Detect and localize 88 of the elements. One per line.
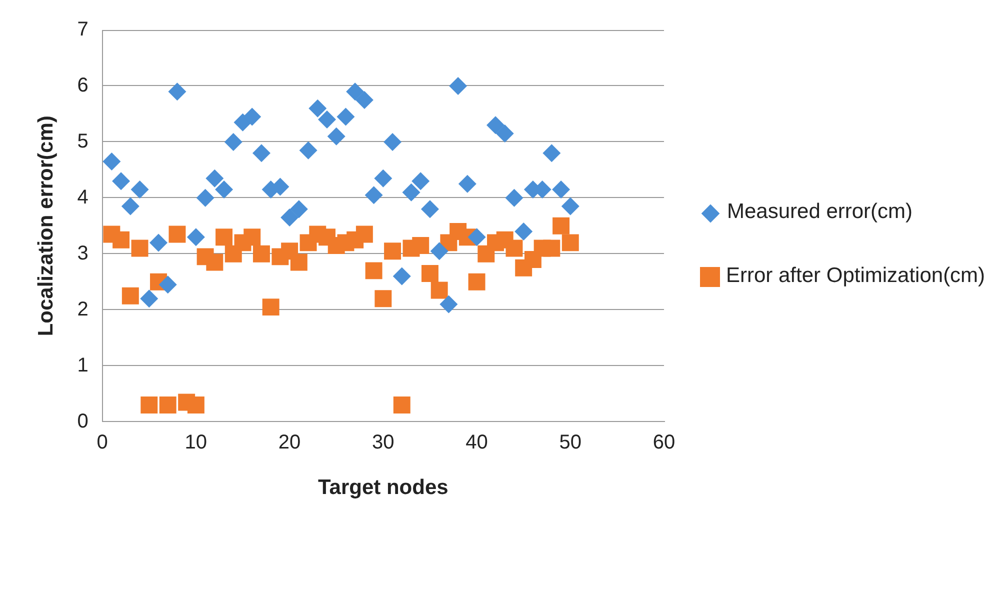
- legend-label: Measured error(cm): [727, 200, 913, 224]
- point: [318, 110, 336, 129]
- x-tick-label: 60: [652, 431, 676, 454]
- point: [384, 242, 402, 260]
- point: [252, 245, 270, 262]
- y-axis-title: Localization error(cm): [34, 116, 58, 336]
- point: [206, 254, 224, 271]
- point: [374, 169, 392, 188]
- point: [542, 144, 561, 162]
- point: [384, 132, 402, 151]
- x-tick-label: 40: [466, 431, 488, 454]
- point: [216, 228, 233, 246]
- point: [196, 188, 214, 207]
- point: [346, 82, 364, 101]
- point: [168, 82, 186, 101]
- point: [186, 228, 205, 246]
- point: [308, 99, 327, 118]
- point: [402, 183, 420, 202]
- point: [215, 180, 234, 199]
- point: [506, 240, 523, 257]
- point: [121, 197, 140, 216]
- point: [430, 282, 448, 299]
- point: [365, 262, 382, 280]
- point: [374, 290, 392, 308]
- point: [393, 396, 410, 414]
- point: [140, 396, 158, 414]
- point: [187, 396, 204, 414]
- point: [140, 290, 158, 308]
- point: [168, 226, 186, 243]
- x-tick-label: 50: [559, 431, 582, 454]
- y-tick-label: 7: [77, 18, 88, 41]
- point: [561, 197, 580, 216]
- x-tick-label: 0: [96, 431, 108, 454]
- point: [468, 273, 486, 290]
- point: [290, 254, 308, 271]
- legend-label: Error after Optimization(cm): [726, 264, 986, 288]
- y-tick-label: 5: [77, 130, 88, 152]
- x-axis-title: Target nodes: [318, 476, 448, 500]
- point: [356, 226, 373, 243]
- point: [131, 240, 148, 257]
- y-tick-label: 1: [77, 354, 88, 376]
- y-tick-label: 0: [77, 410, 88, 432]
- point: [158, 276, 177, 294]
- point: [290, 200, 308, 218]
- point: [327, 127, 346, 146]
- point: [355, 90, 374, 109]
- point: [496, 124, 514, 143]
- point: [505, 188, 524, 207]
- point: [514, 222, 533, 240]
- point: [412, 172, 430, 190]
- point: [262, 298, 280, 316]
- point: [243, 108, 262, 126]
- point: [252, 144, 270, 162]
- point: [449, 76, 468, 95]
- point: [421, 264, 438, 282]
- point: [430, 242, 448, 260]
- point: [112, 231, 130, 248]
- point: [364, 186, 383, 204]
- point: [149, 234, 168, 252]
- y-tick-label: 3: [77, 242, 88, 264]
- point: [299, 141, 318, 160]
- point: [206, 169, 224, 188]
- point: [468, 228, 486, 246]
- point: [336, 108, 355, 126]
- point: [420, 200, 439, 218]
- x-tick-label: 20: [278, 431, 301, 454]
- x-tick-label: 10: [184, 431, 208, 454]
- point: [122, 287, 139, 304]
- y-tick-label: 2: [77, 298, 88, 320]
- point: [224, 132, 242, 151]
- point: [412, 237, 430, 254]
- point: [486, 116, 504, 134]
- point: [458, 174, 476, 193]
- point: [280, 208, 299, 227]
- y-tick-label: 6: [77, 74, 88, 96]
- point: [552, 217, 570, 234]
- y-tick-label: 4: [77, 186, 88, 208]
- point: [562, 234, 579, 252]
- point: [552, 180, 570, 199]
- point: [244, 228, 261, 246]
- point: [112, 172, 130, 190]
- point: [543, 240, 560, 257]
- point: [392, 267, 411, 286]
- point: [102, 152, 121, 171]
- point: [440, 295, 458, 314]
- point: [159, 396, 176, 414]
- point: [130, 180, 149, 199]
- x-tick-label: 30: [372, 431, 394, 454]
